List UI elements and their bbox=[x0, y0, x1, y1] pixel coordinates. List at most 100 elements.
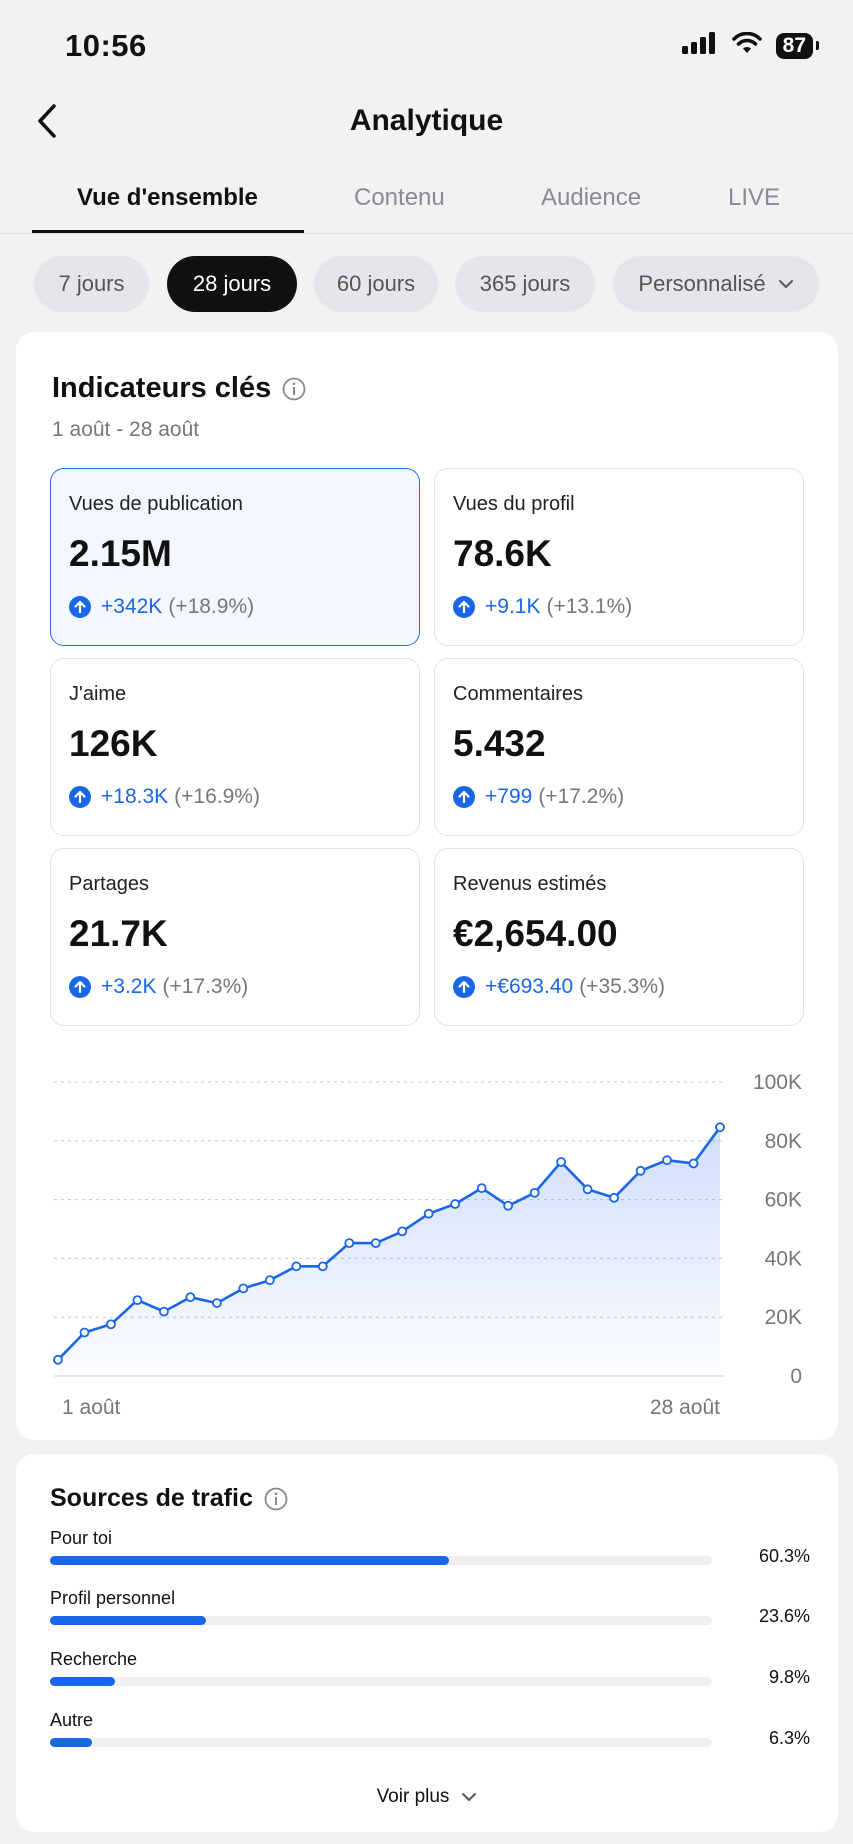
chart-data-point[interactable] bbox=[662, 1155, 672, 1166]
info-icon[interactable] bbox=[263, 1486, 289, 1512]
chart-data-point[interactable] bbox=[291, 1261, 302, 1272]
metric-label: Vues de publication bbox=[69, 493, 243, 515]
chart-data-point[interactable] bbox=[476, 1183, 487, 1194]
metric-value: 2.15M bbox=[69, 533, 172, 574]
x-tick-label: 1 août bbox=[62, 1396, 121, 1419]
metric-likes[interactable]: J'aime 126K +18.3K (+16.9%) bbox=[50, 658, 420, 836]
traffic-sources-title: Sources de trafic bbox=[50, 1484, 253, 1512]
metric-value: €2,654.00 bbox=[453, 913, 618, 954]
chart-data-point[interactable] bbox=[106, 1319, 116, 1330]
chart-data-point[interactable] bbox=[503, 1200, 514, 1211]
traffic-source-label: Pour toi bbox=[50, 1528, 113, 1548]
chart-data-point[interactable] bbox=[79, 1327, 90, 1338]
chart-data-point[interactable] bbox=[450, 1199, 461, 1209]
metric-delta-value: +3.2K bbox=[101, 975, 157, 998]
metric-delta: +342K (+18.9%) bbox=[69, 595, 254, 619]
filter-custom[interactable]: Personnalisé bbox=[613, 256, 819, 312]
tab-live[interactable]: LIVE bbox=[728, 184, 781, 211]
filter-365-days[interactable]: 365 jours bbox=[455, 256, 595, 312]
traffic-source-track bbox=[50, 1556, 712, 1565]
metric-delta-value: +799 bbox=[485, 785, 533, 808]
metric-delta: +18.3K (+16.9%) bbox=[69, 785, 260, 809]
chart-data-point[interactable] bbox=[159, 1306, 169, 1317]
chart-data-point[interactable] bbox=[370, 1238, 381, 1249]
filter-60-days[interactable]: 60 jours bbox=[314, 256, 438, 312]
info-icon[interactable] bbox=[281, 376, 307, 402]
metric-post-views[interactable]: Vues de publication 2.15M +342K (+18.9%) bbox=[50, 468, 420, 646]
metric-label: Revenus estimés bbox=[453, 873, 607, 895]
metric-comments[interactable]: Commentaires 5.432 +799 (+17.2%) bbox=[434, 658, 804, 836]
metric-shares[interactable]: Partages 21.7K +3.2K (+17.3%) bbox=[50, 848, 420, 1026]
chart-data-point[interactable] bbox=[529, 1187, 540, 1198]
chart-data-point[interactable] bbox=[264, 1275, 275, 1286]
post-views-chart: 100K 80K 60K 40K 20K 0 1 août 28 août bbox=[53, 1071, 802, 1419]
chart-data-point[interactable] bbox=[238, 1283, 249, 1294]
tab-audience[interactable]: Audience bbox=[541, 184, 642, 211]
active-tab-indicator bbox=[32, 230, 304, 233]
chart-data-point[interactable] bbox=[344, 1238, 355, 1249]
traffic-source-percent: 23.6% bbox=[758, 1606, 810, 1626]
chart-data-point[interactable] bbox=[185, 1292, 196, 1303]
metric-estimated-revenue[interactable]: Revenus estimés €2,654.00 +€693.40 (+35.… bbox=[434, 848, 804, 1026]
metric-value: 21.7K bbox=[69, 913, 168, 954]
traffic-source-bar bbox=[50, 1616, 207, 1625]
traffic-sources-title-row: Sources de trafic bbox=[50, 1484, 289, 1513]
status-time: 10:56 bbox=[65, 28, 147, 63]
chart-data-point[interactable] bbox=[556, 1157, 567, 1167]
y-tick-label: 20K bbox=[765, 1306, 802, 1329]
traffic-source-track bbox=[50, 1677, 712, 1686]
traffic-source-bar bbox=[50, 1677, 115, 1686]
tab-content[interactable]: Contenu bbox=[354, 184, 445, 211]
traffic-source-bar bbox=[50, 1556, 450, 1565]
metric-label: Commentaires bbox=[453, 683, 584, 705]
metric-delta-value: +342K bbox=[101, 595, 163, 618]
chart-data-point[interactable] bbox=[715, 1122, 725, 1133]
filter-7-days[interactable]: 7 jours bbox=[34, 256, 149, 312]
chevron-down-icon bbox=[778, 279, 794, 289]
metric-delta-percent: (+17.3%) bbox=[162, 975, 249, 998]
key-metrics-card: Indicateurs clés 1 août - 28 août Vues d… bbox=[16, 332, 838, 1440]
filter-custom-label: Personnalisé bbox=[638, 271, 766, 296]
traffic-source-percent: 6.3% bbox=[768, 1728, 810, 1748]
chart-data-point[interactable] bbox=[609, 1192, 619, 1203]
metric-value: 78.6K bbox=[453, 533, 552, 574]
arrow-up-icon bbox=[69, 596, 91, 618]
chart-data-point[interactable] bbox=[423, 1208, 434, 1219]
chart-data-point[interactable] bbox=[635, 1165, 646, 1176]
chart-data-point[interactable] bbox=[53, 1354, 63, 1365]
nav-bar: Analytique bbox=[0, 90, 853, 156]
chart-area-fill bbox=[58, 1127, 720, 1376]
chart-data-point[interactable] bbox=[211, 1298, 222, 1308]
metric-delta-percent: (+18.9%) bbox=[168, 595, 255, 618]
back-button[interactable] bbox=[22, 98, 72, 148]
traffic-source-label: Recherche bbox=[50, 1649, 138, 1669]
metric-delta: +3.2K (+17.3%) bbox=[69, 975, 248, 999]
traffic-sources-card: Sources de trafic Pour toi 60.3% Profil … bbox=[16, 1454, 838, 1832]
metric-delta: +9.1K (+13.1%) bbox=[453, 595, 632, 619]
see-more-button[interactable]: Voir plus bbox=[16, 1786, 838, 1808]
tab-overview[interactable]: Vue d'ensemble bbox=[77, 184, 258, 211]
signal-icon bbox=[681, 32, 718, 59]
chart-data-point[interactable] bbox=[397, 1226, 408, 1237]
metric-delta-percent: (+16.9%) bbox=[174, 785, 260, 808]
traffic-source-track bbox=[50, 1738, 712, 1747]
see-more-label: Voir plus bbox=[376, 1786, 450, 1807]
traffic-source-row: Pour toi 60.3% bbox=[50, 1528, 810, 1584]
chart-data-point[interactable] bbox=[582, 1184, 593, 1195]
date-filter-chips: 7 jours 28 jours 60 jours 365 jours Pers… bbox=[0, 256, 853, 314]
y-tick-label: 0 bbox=[790, 1365, 802, 1388]
chart-data-point[interactable] bbox=[688, 1158, 699, 1169]
arrow-up-icon bbox=[453, 786, 475, 808]
arrow-up-icon bbox=[453, 976, 475, 998]
arrow-up-icon bbox=[453, 596, 475, 618]
chart-data-point[interactable] bbox=[317, 1261, 328, 1272]
chart-data-point[interactable] bbox=[132, 1295, 143, 1306]
filter-28-days[interactable]: 28 jours bbox=[167, 256, 297, 312]
metric-profile-views[interactable]: Vues du profil 78.6K +9.1K (+13.1%) bbox=[434, 468, 804, 646]
page-title: Analytique bbox=[349, 104, 504, 137]
metric-delta: +€693.40 (+35.3%) bbox=[453, 975, 665, 999]
tab-bar: Vue d'ensemble Contenu Audience LIVE bbox=[0, 170, 853, 234]
arrow-up-icon bbox=[69, 976, 91, 998]
chevron-down-icon bbox=[461, 1792, 477, 1802]
y-tick-label: 40K bbox=[765, 1247, 802, 1270]
